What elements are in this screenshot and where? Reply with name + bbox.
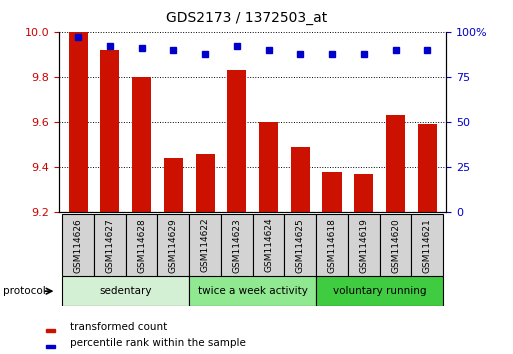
Text: protocol: protocol <box>3 286 45 296</box>
Text: percentile rank within the sample: percentile rank within the sample <box>70 338 246 348</box>
Bar <box>227 70 246 212</box>
Text: GSM114621: GSM114621 <box>423 218 432 273</box>
Text: GSM114618: GSM114618 <box>327 218 337 273</box>
Bar <box>69 32 88 212</box>
Bar <box>126 214 157 276</box>
Bar <box>62 276 189 306</box>
Bar <box>189 276 316 306</box>
Bar <box>62 214 94 276</box>
Bar <box>46 345 55 348</box>
Bar <box>189 214 221 276</box>
Text: GSM114624: GSM114624 <box>264 218 273 273</box>
Bar <box>348 214 380 276</box>
Bar <box>354 174 373 212</box>
Bar <box>284 214 316 276</box>
Text: GSM114626: GSM114626 <box>73 218 83 273</box>
Text: transformed count: transformed count <box>70 322 168 332</box>
Bar <box>316 214 348 276</box>
Text: GSM114622: GSM114622 <box>201 218 209 273</box>
Bar <box>380 214 411 276</box>
Text: GDS2173 / 1372503_at: GDS2173 / 1372503_at <box>166 11 327 25</box>
Bar <box>195 154 214 212</box>
Bar <box>418 124 437 212</box>
Bar <box>164 158 183 212</box>
Bar <box>259 122 278 212</box>
Bar <box>157 214 189 276</box>
Text: GSM114620: GSM114620 <box>391 218 400 273</box>
Bar <box>94 214 126 276</box>
Text: GSM114629: GSM114629 <box>169 218 178 273</box>
Bar <box>253 214 284 276</box>
Bar <box>291 147 310 212</box>
Bar <box>323 172 342 212</box>
Bar <box>221 214 253 276</box>
Text: sedentary: sedentary <box>100 286 152 296</box>
Bar <box>46 329 55 332</box>
Bar <box>100 50 120 212</box>
Text: GSM114623: GSM114623 <box>232 218 241 273</box>
Text: GSM114619: GSM114619 <box>359 218 368 273</box>
Text: GSM114625: GSM114625 <box>296 218 305 273</box>
Text: twice a week activity: twice a week activity <box>198 286 308 296</box>
Text: GSM114628: GSM114628 <box>137 218 146 273</box>
Text: voluntary running: voluntary running <box>333 286 426 296</box>
Bar <box>411 214 443 276</box>
Text: GSM114627: GSM114627 <box>105 218 114 273</box>
Bar <box>386 115 405 212</box>
Bar <box>132 77 151 212</box>
Bar <box>316 276 443 306</box>
